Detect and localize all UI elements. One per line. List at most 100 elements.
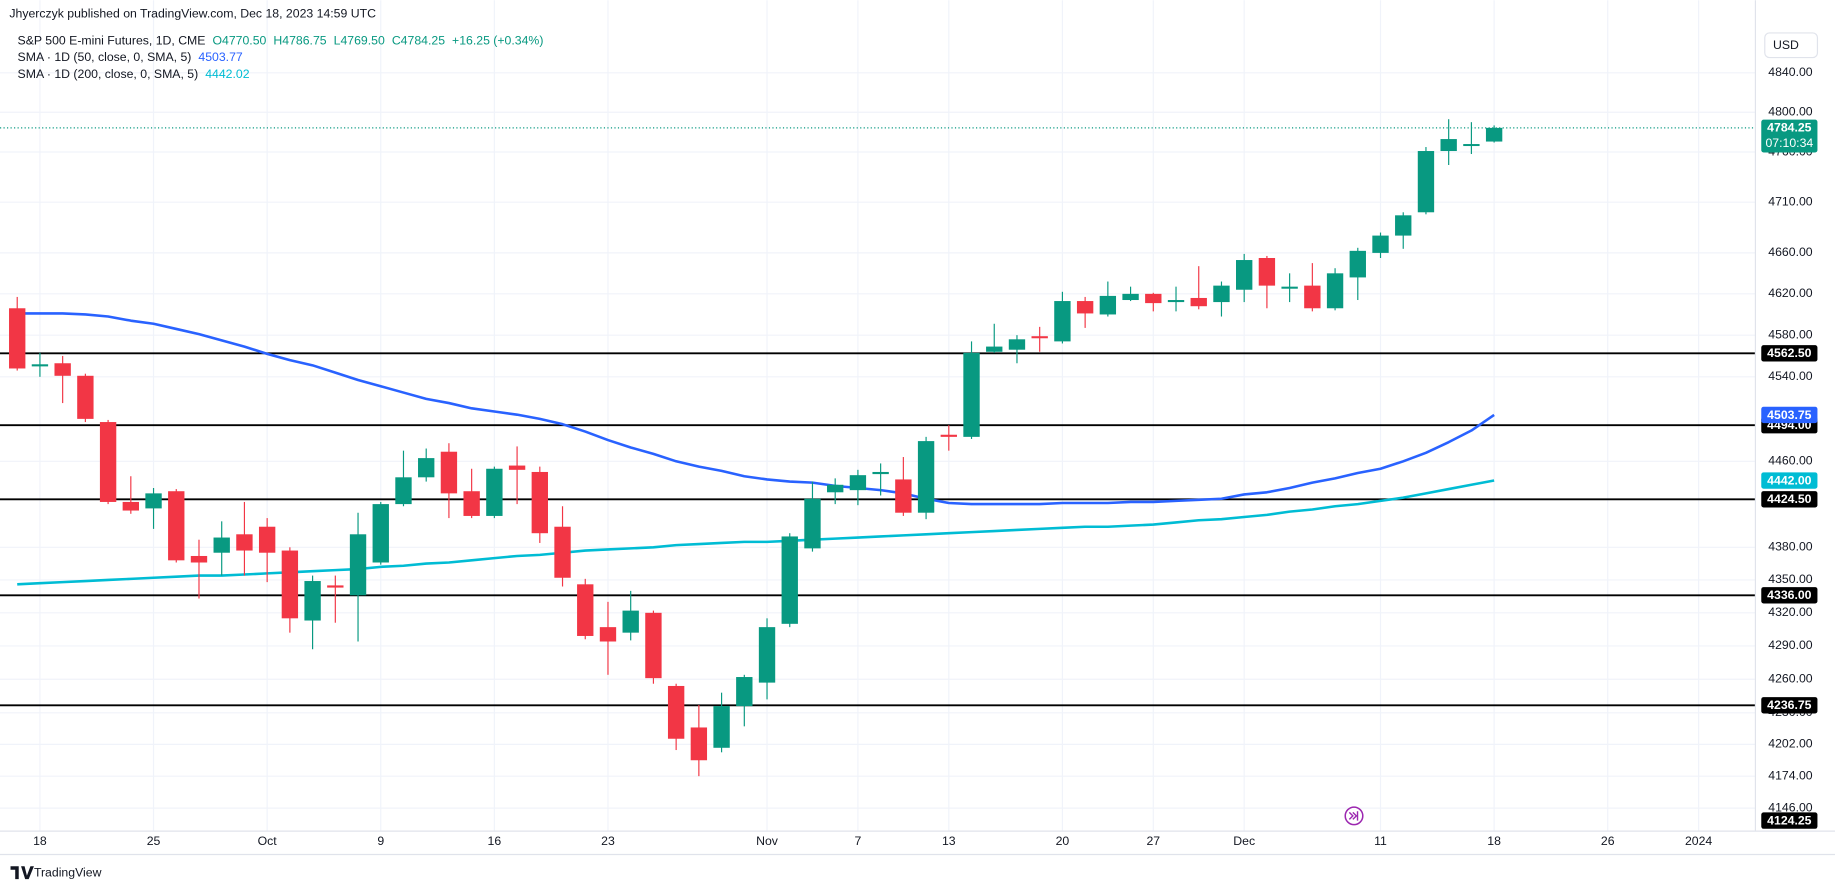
candle-body (1008, 339, 1026, 350)
indicator-lines (17, 312, 1495, 586)
candle-body (645, 612, 662, 679)
candle-body (940, 434, 957, 437)
x-tick-label: 18 (33, 834, 47, 848)
level-label-box (1761, 345, 1818, 362)
low-label-box (1761, 812, 1818, 829)
candle-body (1463, 144, 1480, 147)
level-label: 4336.00 (1767, 588, 1812, 602)
candle-body (531, 471, 548, 534)
x-tick-label: 2024 (1685, 834, 1712, 848)
candle-body (599, 627, 617, 642)
sma-axis-label-box (1761, 472, 1818, 489)
currency-label[interactable]: USD (1773, 38, 1799, 52)
candle-body (622, 610, 639, 633)
ohlc-readout: H4786.75 (273, 33, 326, 47)
candle-body (986, 346, 1003, 352)
candle-body (1190, 297, 1207, 307)
candle-body (1122, 293, 1139, 301)
level-label-box (1761, 491, 1818, 508)
x-tick-label: 13 (942, 834, 956, 848)
level-label-box (1761, 697, 1818, 714)
y-tick-label: 4290.00 (1768, 638, 1813, 652)
candle-body (1213, 285, 1230, 303)
last-price-label: 4784.25 (1767, 121, 1812, 135)
candle-body (99, 422, 117, 502)
ohlc-readout: O4770.50 (212, 33, 266, 47)
currency-button[interactable]: USD (1764, 32, 1819, 59)
candle-body (1054, 301, 1071, 342)
candle-body (1440, 139, 1457, 152)
candle-body (1258, 257, 1276, 286)
sma-axis-label: 4442.00 (1767, 473, 1812, 487)
candle-body (1485, 127, 1503, 142)
candle-body (349, 534, 367, 596)
ohlc-readout: C4784.25 (392, 33, 445, 47)
sma-axis-label-box (1761, 406, 1818, 424)
candle-body (508, 465, 526, 470)
candle-body (236, 534, 253, 551)
x-tick-label: Nov (756, 834, 779, 848)
icon-arrow[interactable] (1348, 811, 1359, 821)
candle-body (304, 581, 321, 621)
candle-body (190, 555, 208, 563)
y-tick-label: 4320.00 (1768, 605, 1813, 619)
candle-body (1167, 300, 1185, 303)
x-tick-label: 23 (601, 834, 615, 848)
candle-body (1236, 260, 1253, 290)
sma-line (17, 479, 1495, 586)
sma-axis-label: 4503.75 (1767, 408, 1812, 422)
candle-body (554, 526, 571, 578)
candle-body (440, 451, 458, 494)
candle-body (781, 536, 798, 624)
candles (9, 119, 1503, 777)
countdown-label: 07:10:34 (1765, 136, 1813, 150)
candle-body (122, 501, 140, 511)
candle-body (463, 491, 480, 516)
candle-body (31, 364, 49, 367)
x-tick-label: 7 (855, 834, 862, 848)
ohlc-readout: +16.25 (+0.34%) (452, 33, 543, 47)
candle-body (1349, 250, 1366, 278)
candle-body (1099, 295, 1117, 315)
sma-line (17, 312, 1495, 506)
candle-body (54, 363, 71, 376)
x-tick-label: 11 (1374, 834, 1387, 848)
candle-body (895, 479, 912, 513)
level-label-box (1761, 587, 1818, 604)
y-tick-label: 4350.00 (1768, 572, 1813, 586)
y-tick-label: 4460.00 (1768, 454, 1813, 468)
x-tick-label: 9 (377, 834, 384, 848)
candle-body (258, 526, 276, 553)
candle-body (372, 504, 389, 563)
candle-body (1326, 273, 1344, 309)
brand-name: TradingView (34, 865, 102, 879)
y-tick-label: 4620.00 (1768, 286, 1813, 300)
legend-value: 4442.02 (205, 67, 250, 81)
candle-body (168, 491, 185, 561)
candle-body (77, 375, 94, 419)
axes (0, 0, 1835, 856)
candle-body (1304, 285, 1321, 309)
goto-realtime-icon[interactable] (1344, 806, 1364, 826)
y-tick-label: 4840.00 (1768, 65, 1813, 79)
currency-button-frame[interactable] (1764, 32, 1819, 59)
y-tick-label: 4800.00 (1768, 105, 1813, 119)
symbol-title: S&P 500 E-mini Futures, 1D, CME (18, 33, 206, 47)
candle-body (1417, 151, 1435, 213)
candle-body (213, 537, 230, 553)
candle-body (1076, 301, 1094, 314)
level-label: 4424.50 (1767, 492, 1812, 506)
candle-body (827, 484, 844, 493)
candle-body (849, 475, 867, 491)
icon-circle[interactable] (1344, 806, 1364, 826)
x-tick-label: Dec (1233, 834, 1255, 848)
candle-body (872, 471, 889, 475)
legend-entry: SMA · 1D (200, close, 0, SMA, 5) (18, 67, 199, 81)
candle-body (1372, 235, 1389, 253)
candle-body (1281, 286, 1298, 289)
legend-value: 4503.77 (198, 50, 243, 64)
candle-body (9, 308, 26, 369)
candle-body (690, 727, 708, 761)
publisher-header: Jhyerczyk published on TradingView.com, … (9, 7, 376, 21)
